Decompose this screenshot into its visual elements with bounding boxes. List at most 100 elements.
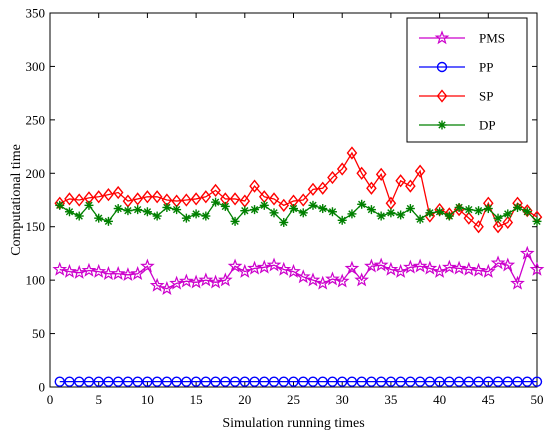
data-point-marker xyxy=(162,202,172,212)
data-point-marker xyxy=(297,193,309,207)
data-point-marker xyxy=(425,208,435,218)
data-point-marker xyxy=(437,120,447,130)
legend-label: SP xyxy=(479,89,493,104)
data-point-marker xyxy=(522,207,532,217)
data-point-marker xyxy=(142,376,153,387)
data-point-marker xyxy=(502,215,514,230)
data-point-marker xyxy=(71,264,87,279)
data-point-marker xyxy=(376,211,386,221)
data-point-marker xyxy=(149,277,165,292)
data-point-marker xyxy=(237,263,253,278)
data-point-marker xyxy=(74,376,85,387)
y-axis: 0 50 100 150 200 250 300 350 xyxy=(26,6,537,395)
data-point-marker xyxy=(385,376,397,387)
data-point-marker xyxy=(318,204,328,214)
data-point-marker xyxy=(81,262,97,277)
data-point-marker xyxy=(346,376,358,387)
data-point-marker xyxy=(464,205,474,215)
data-point-marker xyxy=(220,201,230,211)
data-point-marker xyxy=(336,162,348,176)
data-point-marker xyxy=(474,206,484,216)
data-point-marker xyxy=(532,216,542,226)
data-point-marker xyxy=(94,213,104,223)
legend-item-sp: SP xyxy=(419,89,493,104)
data-point-marker xyxy=(490,255,506,270)
data-point-marker xyxy=(414,376,426,387)
data-point-marker xyxy=(268,192,280,206)
data-point-marker xyxy=(278,376,289,387)
data-point-marker xyxy=(356,376,367,387)
data-point-marker xyxy=(422,260,438,275)
data-point-marker xyxy=(112,185,124,200)
data-point-marker xyxy=(279,217,289,227)
data-point-marker xyxy=(62,263,77,278)
data-point-marker xyxy=(403,259,418,274)
data-point-marker xyxy=(132,192,143,206)
data-point-marker xyxy=(190,376,202,387)
data-point-marker xyxy=(305,272,321,287)
y-tick-label: 250 xyxy=(26,112,46,127)
data-point-marker xyxy=(103,376,114,387)
data-point-marker xyxy=(123,206,133,216)
legend-item-dp: DP xyxy=(419,118,496,133)
x-tick-label: 5 xyxy=(95,392,102,407)
data-point-marker xyxy=(210,376,221,387)
data-point-marker xyxy=(142,190,153,204)
data-point-marker xyxy=(436,61,448,73)
data-point-marker xyxy=(444,376,455,387)
x-tick-label: 0 xyxy=(47,392,54,407)
data-point-marker xyxy=(414,164,426,178)
data-point-marker xyxy=(113,204,123,214)
data-point-marker xyxy=(181,193,192,207)
data-point-marker xyxy=(289,204,298,214)
data-point-marker xyxy=(436,89,448,103)
legend: PMS PP SP DP xyxy=(406,17,528,143)
data-point-marker xyxy=(112,376,124,387)
data-point-marker xyxy=(171,376,182,387)
x-tick-label: 30 xyxy=(336,392,349,407)
data-point-marker xyxy=(74,211,84,221)
data-point-marker xyxy=(110,265,126,280)
data-point-marker xyxy=(93,376,104,387)
data-point-marker xyxy=(132,376,143,387)
data-point-marker xyxy=(405,376,416,387)
x-tick-label: 50 xyxy=(531,392,544,407)
data-point-marker xyxy=(201,211,211,221)
data-point-marker xyxy=(444,211,454,221)
data-point-marker xyxy=(453,376,465,387)
data-point-marker xyxy=(375,376,387,387)
data-point-marker xyxy=(159,280,175,295)
data-point-marker xyxy=(346,146,358,160)
data-point-marker xyxy=(298,376,309,387)
data-point-marker xyxy=(91,263,107,278)
data-point-marker xyxy=(395,376,406,387)
x-tick-label: 40 xyxy=(433,392,446,407)
data-point-marker xyxy=(200,376,212,387)
data-point-marker xyxy=(181,213,191,223)
data-point-marker xyxy=(276,261,292,276)
data-point-marker xyxy=(366,181,377,195)
data-point-marker xyxy=(503,209,513,219)
data-point-marker xyxy=(493,213,503,223)
y-tick-label: 150 xyxy=(26,219,46,234)
data-point-marker xyxy=(161,376,173,387)
data-point-marker xyxy=(55,200,65,210)
x-tick-label: 35 xyxy=(384,392,397,407)
series-pp xyxy=(54,376,543,387)
data-point-marker xyxy=(278,198,290,212)
data-point-marker xyxy=(347,209,357,219)
data-point-marker xyxy=(432,263,447,278)
data-point-marker xyxy=(249,376,260,387)
data-point-marker xyxy=(519,245,535,260)
data-point-marker xyxy=(151,190,163,204)
data-point-marker xyxy=(512,376,523,387)
data-point-marker xyxy=(461,261,477,276)
data-point-marker xyxy=(288,376,299,387)
data-point-marker xyxy=(181,376,192,387)
data-point-marker xyxy=(307,376,319,387)
data-point-marker xyxy=(54,376,65,387)
data-point-marker xyxy=(191,209,201,219)
data-point-marker xyxy=(286,263,301,278)
x-axis: 0 5 10 15 20 25 30 35 40 45 50 xyxy=(47,13,544,407)
